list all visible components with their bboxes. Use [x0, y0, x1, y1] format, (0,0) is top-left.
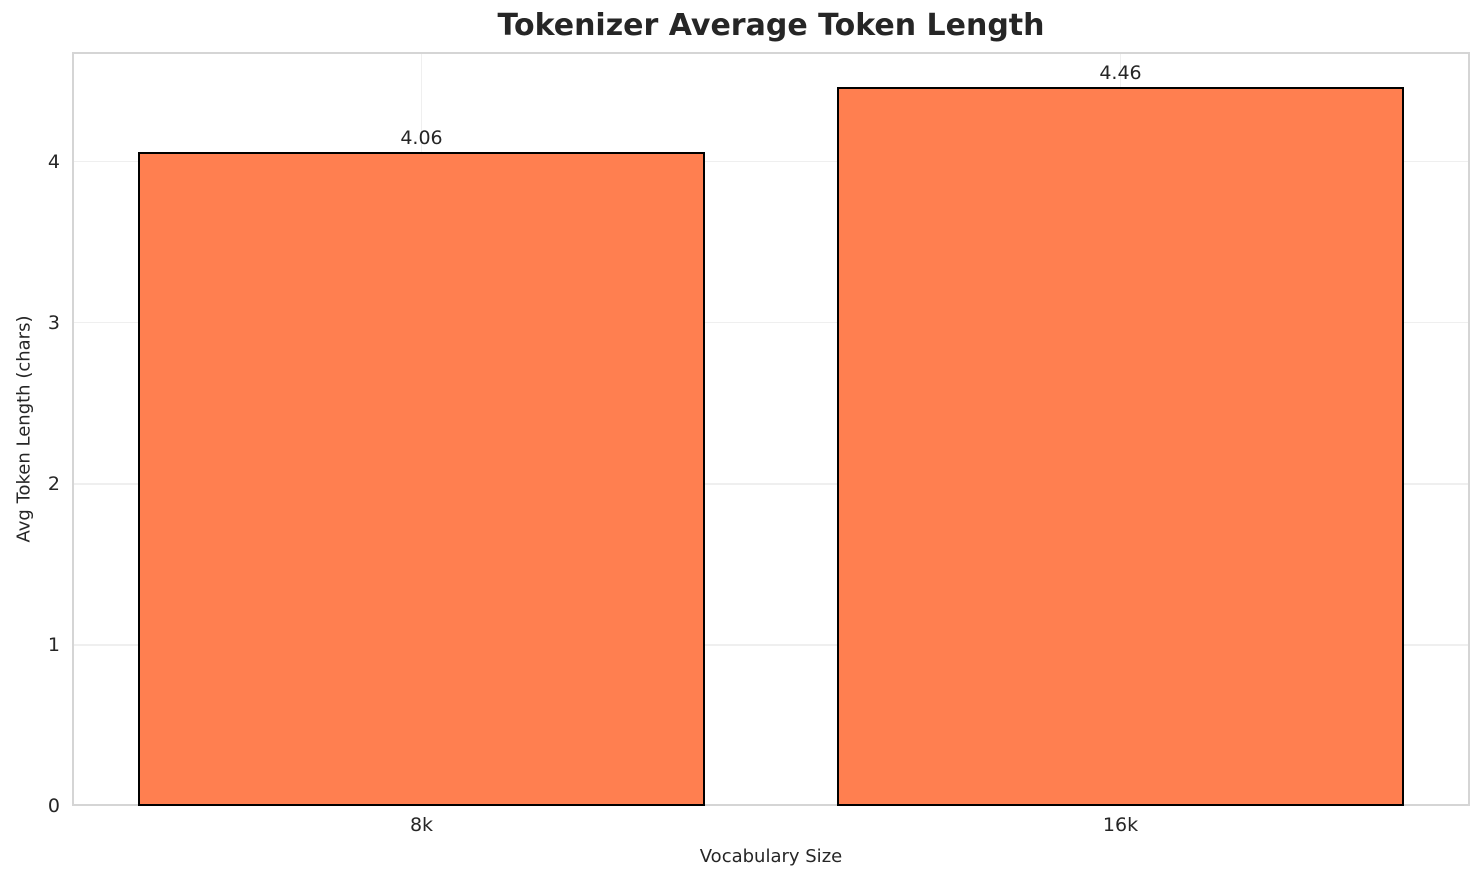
chart-title: Tokenizer Average Token Length: [497, 8, 1045, 43]
gridline-y-4: [72, 160, 1470, 163]
xtick-label-16k: 16k: [1102, 814, 1139, 836]
ytick-label-1: 1: [47, 633, 60, 656]
ytick-label-2: 2: [47, 472, 60, 495]
bar-16k: [837, 87, 1404, 806]
ytick-label-4: 4: [47, 150, 60, 173]
x-axis-label: Vocabulary Size: [699, 846, 843, 867]
bar-8k: [138, 151, 705, 806]
gridline-y-1: [72, 644, 1470, 646]
plot-area: [72, 52, 1470, 806]
bar-value-label-16k: 4.46: [1099, 62, 1142, 85]
ytick-label-3: 3: [47, 311, 60, 334]
gridline-y-2: [72, 483, 1470, 485]
bar-value-label-8k: 4.06: [400, 126, 443, 149]
y-axis-label: Avg Token Length (chars): [13, 315, 35, 543]
gridline-y-3: [72, 321, 1470, 324]
ytick-label-0: 0: [47, 795, 60, 817]
xtick-label-8k: 8k: [409, 814, 434, 836]
